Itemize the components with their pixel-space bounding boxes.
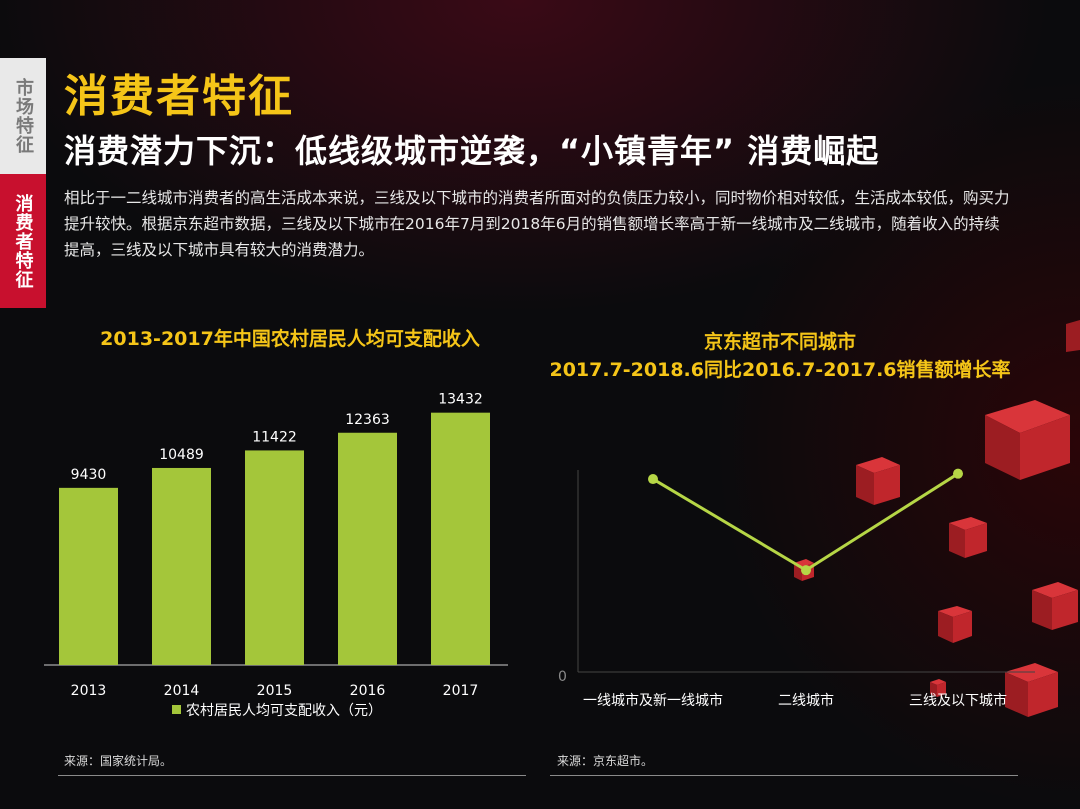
bar-x-tick-label: 2013 — [71, 683, 107, 699]
bar-x-tick-label: 2017 — [443, 683, 479, 699]
line-chart-source: 来源：京东超市。 — [557, 754, 654, 768]
line-chart-title-line1: 京东超市不同城市 — [703, 331, 856, 353]
cube-decoration — [930, 679, 946, 697]
tab-market-label: 市场特征 — [13, 78, 34, 154]
cube-decoration — [1032, 582, 1078, 630]
y-tick-label: 0 — [558, 669, 567, 685]
bar-data-label: 10489 — [159, 447, 204, 463]
divider — [58, 775, 526, 776]
tab-consumer-label: 消费者特征 — [12, 193, 34, 289]
body-paragraph: 相比于一二线城市消费者的高生活成本来说，三线及以下城市的消费者所面对的负债压力较… — [64, 189, 1010, 259]
tab-market-features[interactable]: 市场特征 — [0, 58, 46, 174]
line-chart-title-line2: 2017.7-2018.6同比2016.7-2017.6销售额增长率 — [549, 359, 1011, 381]
page-subtitle: 消费潜力下沉：低线级城市逆袭，“小镇青年” 消费崛起 — [64, 132, 880, 170]
bar-data-label: 9430 — [71, 467, 107, 483]
line-chart: 0 一线城市及新一线城市 二线城市 三线及以下城市 — [558, 468, 1035, 709]
line-chart-title: 京东超市不同城市 2017.7-2018.6同比2016.7-2017.6销售额… — [530, 328, 1030, 384]
legend-swatch — [172, 705, 181, 714]
bar-x-tick-label: 2015 — [257, 683, 293, 699]
series-line — [652, 472, 959, 572]
line-x-tick-label: 三线及以下城市 — [909, 692, 1007, 709]
bar-chart-source: 来源：国家统计局。 — [64, 754, 173, 768]
page-title: 消费者特征 — [64, 71, 294, 122]
line-x-tick-label: 二线城市 — [778, 692, 834, 709]
section-tabs: 市场特征 消费者特征 — [0, 58, 46, 308]
cube-decoration — [985, 400, 1070, 480]
bar-2015 — [245, 450, 304, 665]
bar-2014 — [152, 467, 211, 665]
cube-decoration — [949, 517, 987, 558]
data-point — [648, 474, 658, 485]
bar-x-tick-label: 2014 — [164, 683, 200, 699]
data-point — [801, 565, 811, 576]
bar-x-tick-label: 2016 — [350, 683, 386, 699]
cube-decoration — [938, 606, 972, 643]
bar-data-label: 11422 — [252, 429, 297, 445]
cube-decoration — [856, 457, 900, 505]
bar-data-label: 13432 — [438, 392, 483, 408]
line-x-tick-label: 一线城市及新一线城市 — [583, 692, 723, 709]
tab-consumer-features[interactable]: 消费者特征 — [0, 174, 46, 308]
divider — [550, 775, 1018, 776]
legend-label: 农村居民人均可支配收入（元） — [186, 703, 382, 719]
bar-2017 — [431, 412, 490, 665]
bar-chart: 9430 2013 10489 2014 11422 2015 12363 2016 13432… — [44, 392, 508, 719]
bar-2013 — [59, 487, 118, 665]
bar-data-label: 12363 — [345, 412, 390, 428]
bar-chart-title: 2013-2017年中国农村居民人均可支配收入 — [100, 328, 480, 350]
data-point — [953, 468, 963, 479]
bar-2016 — [338, 432, 397, 665]
cube-decoration — [1066, 320, 1080, 352]
